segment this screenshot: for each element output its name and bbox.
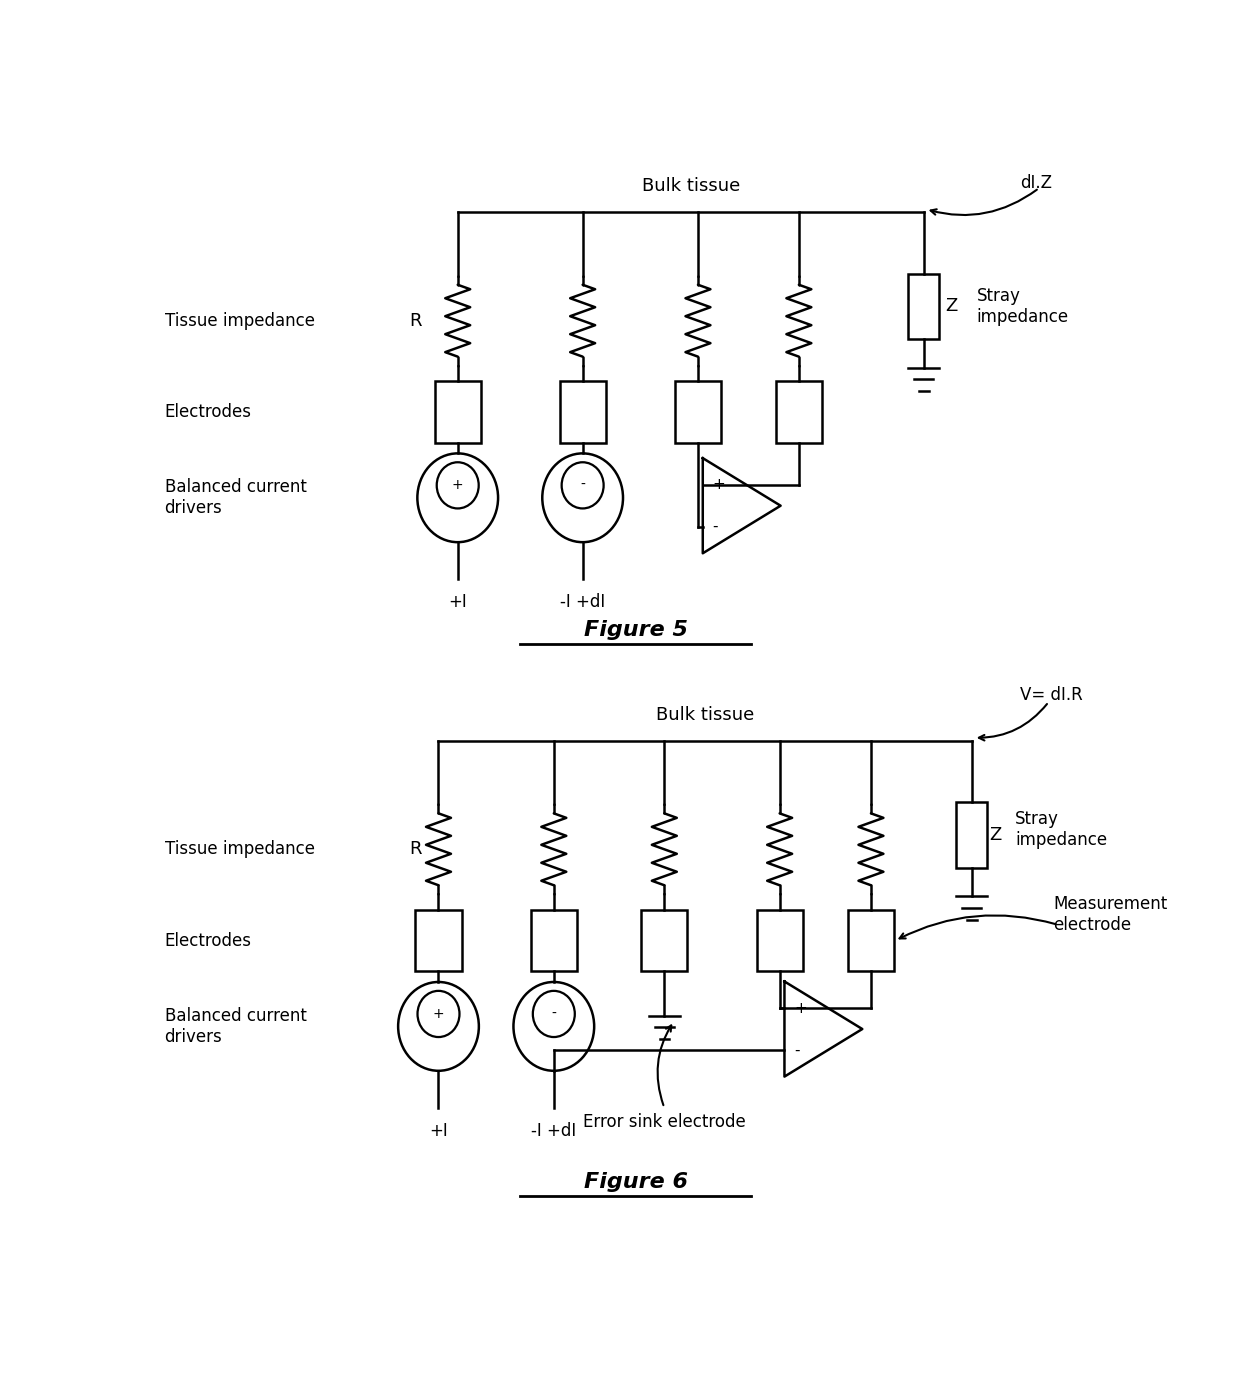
Text: Balanced current
drivers: Balanced current drivers: [165, 1006, 306, 1046]
Text: Z: Z: [945, 298, 957, 316]
Text: Tissue impedance: Tissue impedance: [165, 312, 315, 330]
Text: V= dI.R: V= dI.R: [1019, 686, 1083, 704]
Text: +I: +I: [449, 593, 467, 611]
Bar: [675, 382, 720, 443]
Text: Electrodes: Electrodes: [165, 404, 252, 422]
Text: R: R: [409, 312, 422, 330]
Text: -I +dI: -I +dI: [560, 593, 605, 611]
Bar: [435, 382, 481, 443]
Bar: [956, 802, 987, 868]
Text: +I: +I: [429, 1122, 448, 1140]
Bar: [848, 910, 894, 972]
Text: Stray
impedance: Stray impedance: [1016, 810, 1107, 849]
Text: Electrodes: Electrodes: [165, 932, 252, 950]
Text: Z: Z: [990, 827, 1002, 844]
Bar: [909, 273, 939, 339]
Text: Tissue impedance: Tissue impedance: [165, 840, 315, 858]
Text: Measurement
electrode: Measurement electrode: [1054, 895, 1168, 934]
Text: -I +dI: -I +dI: [531, 1122, 577, 1140]
Text: Bulk tissue: Bulk tissue: [641, 177, 740, 195]
Bar: [756, 910, 802, 972]
Bar: [641, 910, 687, 972]
Text: +: +: [794, 1001, 807, 1016]
Text: +: +: [451, 478, 464, 493]
Text: Bulk tissue: Bulk tissue: [656, 706, 754, 724]
Text: +: +: [433, 1006, 444, 1022]
Text: R: R: [409, 840, 422, 858]
Bar: [559, 382, 605, 443]
Text: -: -: [712, 519, 718, 534]
Text: -: -: [794, 1042, 800, 1057]
Text: Error sink electrode: Error sink electrode: [583, 1114, 745, 1131]
Bar: [776, 382, 822, 443]
Text: +: +: [712, 478, 725, 493]
Text: dI.Z: dI.Z: [1019, 174, 1052, 192]
Text: -: -: [580, 478, 585, 493]
Bar: [531, 910, 577, 972]
Text: Stray
impedance: Stray impedance: [977, 287, 1069, 325]
Text: Figure 6: Figure 6: [584, 1171, 687, 1192]
Text: -: -: [552, 1006, 557, 1022]
Bar: [415, 910, 461, 972]
Text: Figure 5: Figure 5: [584, 621, 687, 640]
Text: Balanced current
drivers: Balanced current drivers: [165, 478, 306, 518]
